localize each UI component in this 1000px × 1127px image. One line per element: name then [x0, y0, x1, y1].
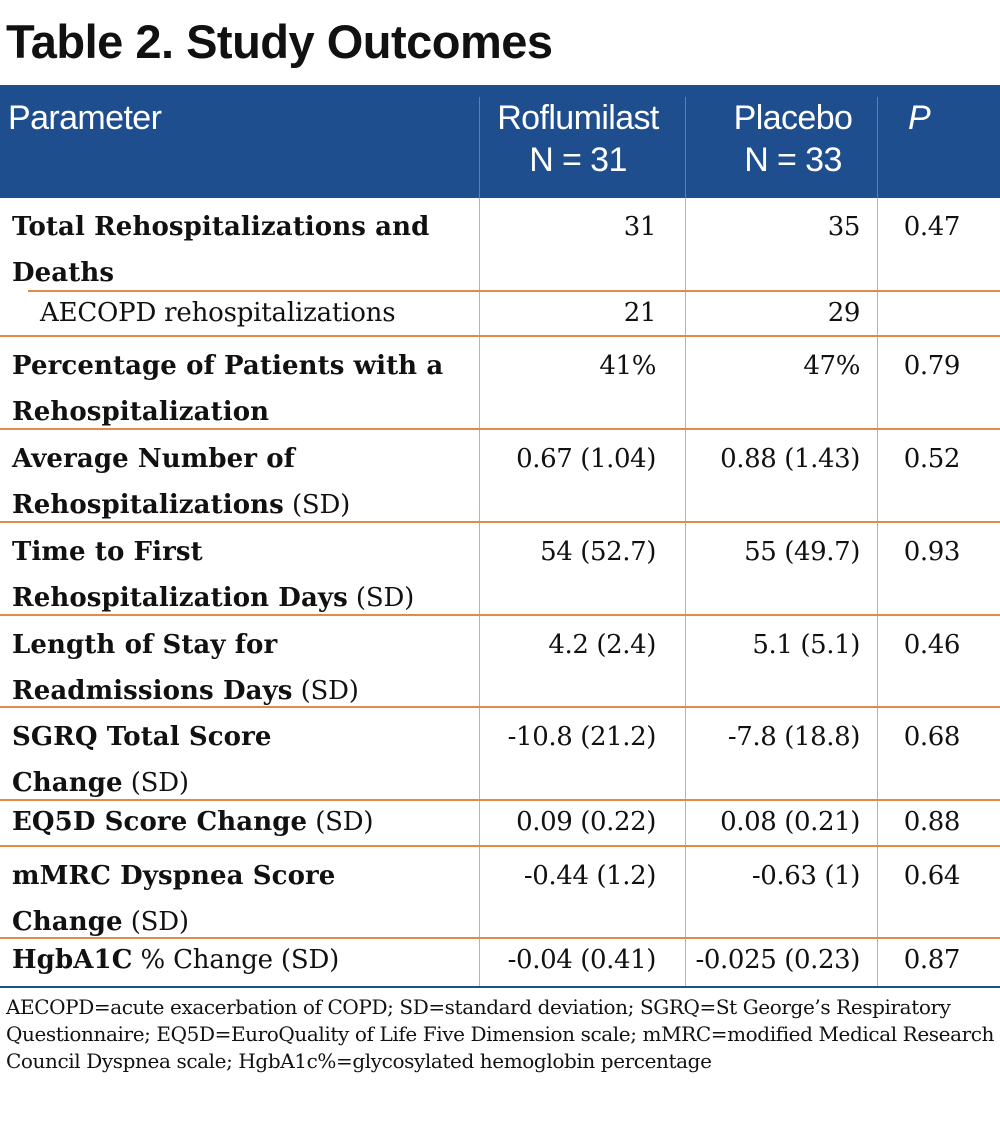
column-divider [685, 198, 686, 988]
row-parameter: Time to First Rehospitalization Days (SD… [12, 537, 415, 613]
row-parameter: mMRC Dyspnea Score Change (SD) [12, 861, 336, 937]
placebo-value: 0.88 (1.43) [720, 444, 860, 474]
row-rule [0, 614, 1000, 616]
table-row: EQ5D Score Change (SD) 0.09 (0.22) 0.08 … [0, 801, 1000, 845]
row-parameter: Length of Stay for Readmissions Days (SD… [12, 630, 359, 706]
row-parameter: EQ5D Score Change (SD) [12, 807, 374, 837]
row-parameter: SGRQ Total Score Change (SD) [12, 722, 272, 798]
header-parameter: Parameter [8, 99, 162, 137]
p-value: 0.64 [903, 861, 961, 891]
table-row: Percentage of Patients with a Rehospital… [0, 337, 1000, 428]
header-placebo-name: Placebo [733, 99, 853, 137]
table-row: Time to First Rehospitalization Days (SD… [0, 523, 1000, 614]
table-bottom-rule [0, 986, 1000, 988]
row-rule [0, 335, 1000, 337]
header-roflumilast-name: Roflumilast [497, 99, 659, 137]
table-header: Parameter Roflumilast N = 31 Placebo N =… [0, 85, 1000, 198]
header-roflumilast: Roflumilast N = 31 [480, 97, 676, 198]
table-footnote: AECOPD=acute exacerbation of COPD; SD=st… [6, 995, 995, 1073]
row-parameter: HgbA1C % Change (SD) [12, 945, 340, 975]
header-divider [877, 97, 878, 198]
row-rule [0, 428, 1000, 430]
placebo-value: 55 (49.7) [744, 537, 860, 567]
row-rule [0, 706, 1000, 708]
header-p-value: P [908, 99, 931, 137]
row-rule [0, 521, 1000, 523]
placebo-value: 0.08 (0.21) [720, 807, 860, 837]
p-value: 0.93 [903, 537, 961, 567]
placebo-value: 5.1 (5.1) [752, 630, 860, 660]
roflumilast-value: 31 [623, 212, 657, 242]
row-parameter: Percentage of Patients with a Rehospital… [12, 351, 444, 427]
p-value: 0.79 [903, 351, 961, 381]
roflumilast-value: 41% [599, 351, 656, 381]
row-parameter: Average Number of Rehospitalizations (SD… [12, 444, 351, 520]
p-value: 0.87 [903, 945, 961, 975]
table-title: Table 2. Study Outcomes [6, 15, 553, 68]
row-rule [0, 799, 1000, 801]
placebo-value: 47% [803, 351, 860, 381]
p-value: 0.68 [903, 722, 961, 752]
placebo-value: 35 [827, 212, 861, 242]
roflumilast-value: 4.2 (2.4) [548, 630, 656, 660]
table-row: HgbA1C % Change (SD) -0.04 (0.41) -0.025… [0, 939, 1000, 985]
placebo-value: -7.8 (18.8) [727, 722, 861, 752]
column-divider [877, 198, 878, 988]
row-parameter: AECOPD rehospitalizations [40, 298, 396, 328]
table-row: Average Number of Rehospitalizations (SD… [0, 430, 1000, 521]
header-divider [685, 97, 686, 198]
p-value: 0.46 [903, 630, 961, 660]
roflumilast-value: -10.8 (21.2) [507, 722, 657, 752]
roflumilast-value: -0.44 (1.2) [523, 861, 657, 891]
placebo-value: 29 [827, 298, 861, 328]
roflumilast-value: 0.67 (1.04) [516, 444, 656, 474]
roflumilast-value: -0.04 (0.41) [507, 945, 657, 975]
placebo-value: -0.025 (0.23) [695, 945, 861, 975]
p-value: 0.47 [903, 212, 961, 242]
placebo-value: -0.63 (1) [751, 861, 861, 891]
table-row: mMRC Dyspnea Score Change (SD) -0.44 (1.… [0, 847, 1000, 937]
table-row: Length of Stay for Readmissions Days (SD… [0, 616, 1000, 706]
column-divider [479, 198, 480, 988]
header-divider [479, 97, 480, 198]
header-placebo-n: N = 33 [744, 141, 842, 179]
row-parameter: Total Rehospitalizations and Deaths [12, 212, 430, 288]
table-row: SGRQ Total Score Change (SD) -10.8 (21.2… [0, 708, 1000, 799]
p-value: 0.52 [903, 444, 961, 474]
table-row: AECOPD rehospitalizations 21 29 [0, 292, 1000, 336]
header-roflumilast-n: N = 31 [529, 141, 627, 179]
row-rule [0, 845, 1000, 847]
header-placebo: Placebo N = 33 [686, 97, 900, 198]
roflumilast-value: 54 (52.7) [540, 537, 656, 567]
table-body: Total Rehospitalizations and Deaths 31 3… [0, 198, 1000, 988]
row-rule [0, 937, 1000, 939]
row-rule [28, 290, 1000, 292]
table-row: Total Rehospitalizations and Deaths 31 3… [0, 198, 1000, 290]
roflumilast-value: 0.09 (0.22) [516, 807, 656, 837]
roflumilast-value: 21 [623, 298, 657, 328]
p-value: 0.88 [903, 807, 961, 837]
